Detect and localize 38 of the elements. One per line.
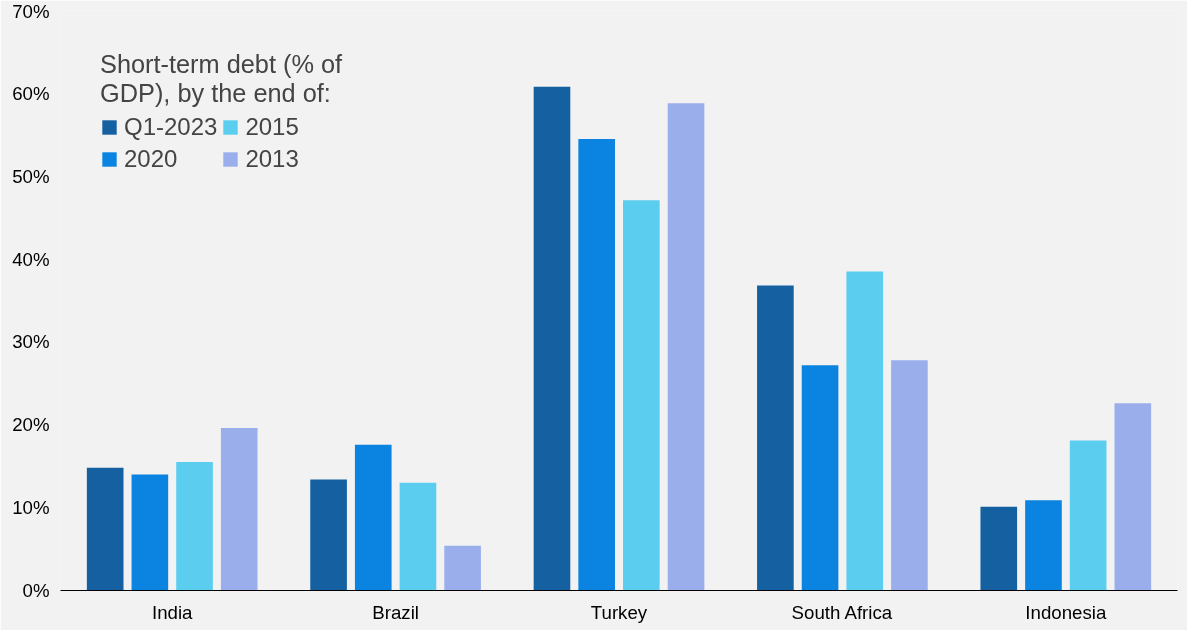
bar (801, 365, 839, 591)
bar (667, 103, 705, 591)
bar (176, 462, 213, 591)
bar (891, 360, 928, 591)
bar (980, 506, 1018, 591)
bar (86, 467, 124, 591)
bar (399, 482, 437, 591)
bar (757, 285, 794, 591)
legend-title: Short-term debt (% of GDP), by the end of: (100, 50, 343, 108)
bar (578, 138, 615, 591)
y-tick-label: 20% (12, 414, 50, 436)
bar (1114, 403, 1152, 591)
bar (220, 428, 258, 591)
bar (1069, 440, 1107, 591)
bar (354, 444, 392, 591)
legend-label: 2020 (124, 145, 178, 173)
legend-label: 2015 (245, 113, 299, 141)
x-tick-label: Turkey (590, 601, 648, 623)
bar (533, 86, 571, 591)
y-tick-label: 50% (12, 165, 50, 187)
x-tick-label: India (151, 601, 194, 623)
bar (846, 271, 884, 591)
x-tick-label: South Africa (791, 601, 893, 623)
x-tick-label: Indonesia (1025, 601, 1107, 623)
bar (623, 200, 660, 591)
bar (310, 479, 347, 591)
bar (444, 545, 481, 591)
y-tick-label: 70% (12, 0, 50, 22)
legend-label: Q1-2023 (124, 113, 218, 141)
bar (131, 474, 169, 591)
legend-label: 2013 (245, 145, 299, 173)
bar (1025, 500, 1062, 591)
y-tick-label: 30% (12, 331, 50, 353)
y-tick-label: 60% (12, 82, 50, 104)
y-tick-label: 10% (12, 497, 50, 519)
y-tick-label: 0% (22, 580, 50, 601)
x-tick-label: Brazil (372, 601, 419, 623)
y-tick-label: 40% (12, 248, 50, 270)
